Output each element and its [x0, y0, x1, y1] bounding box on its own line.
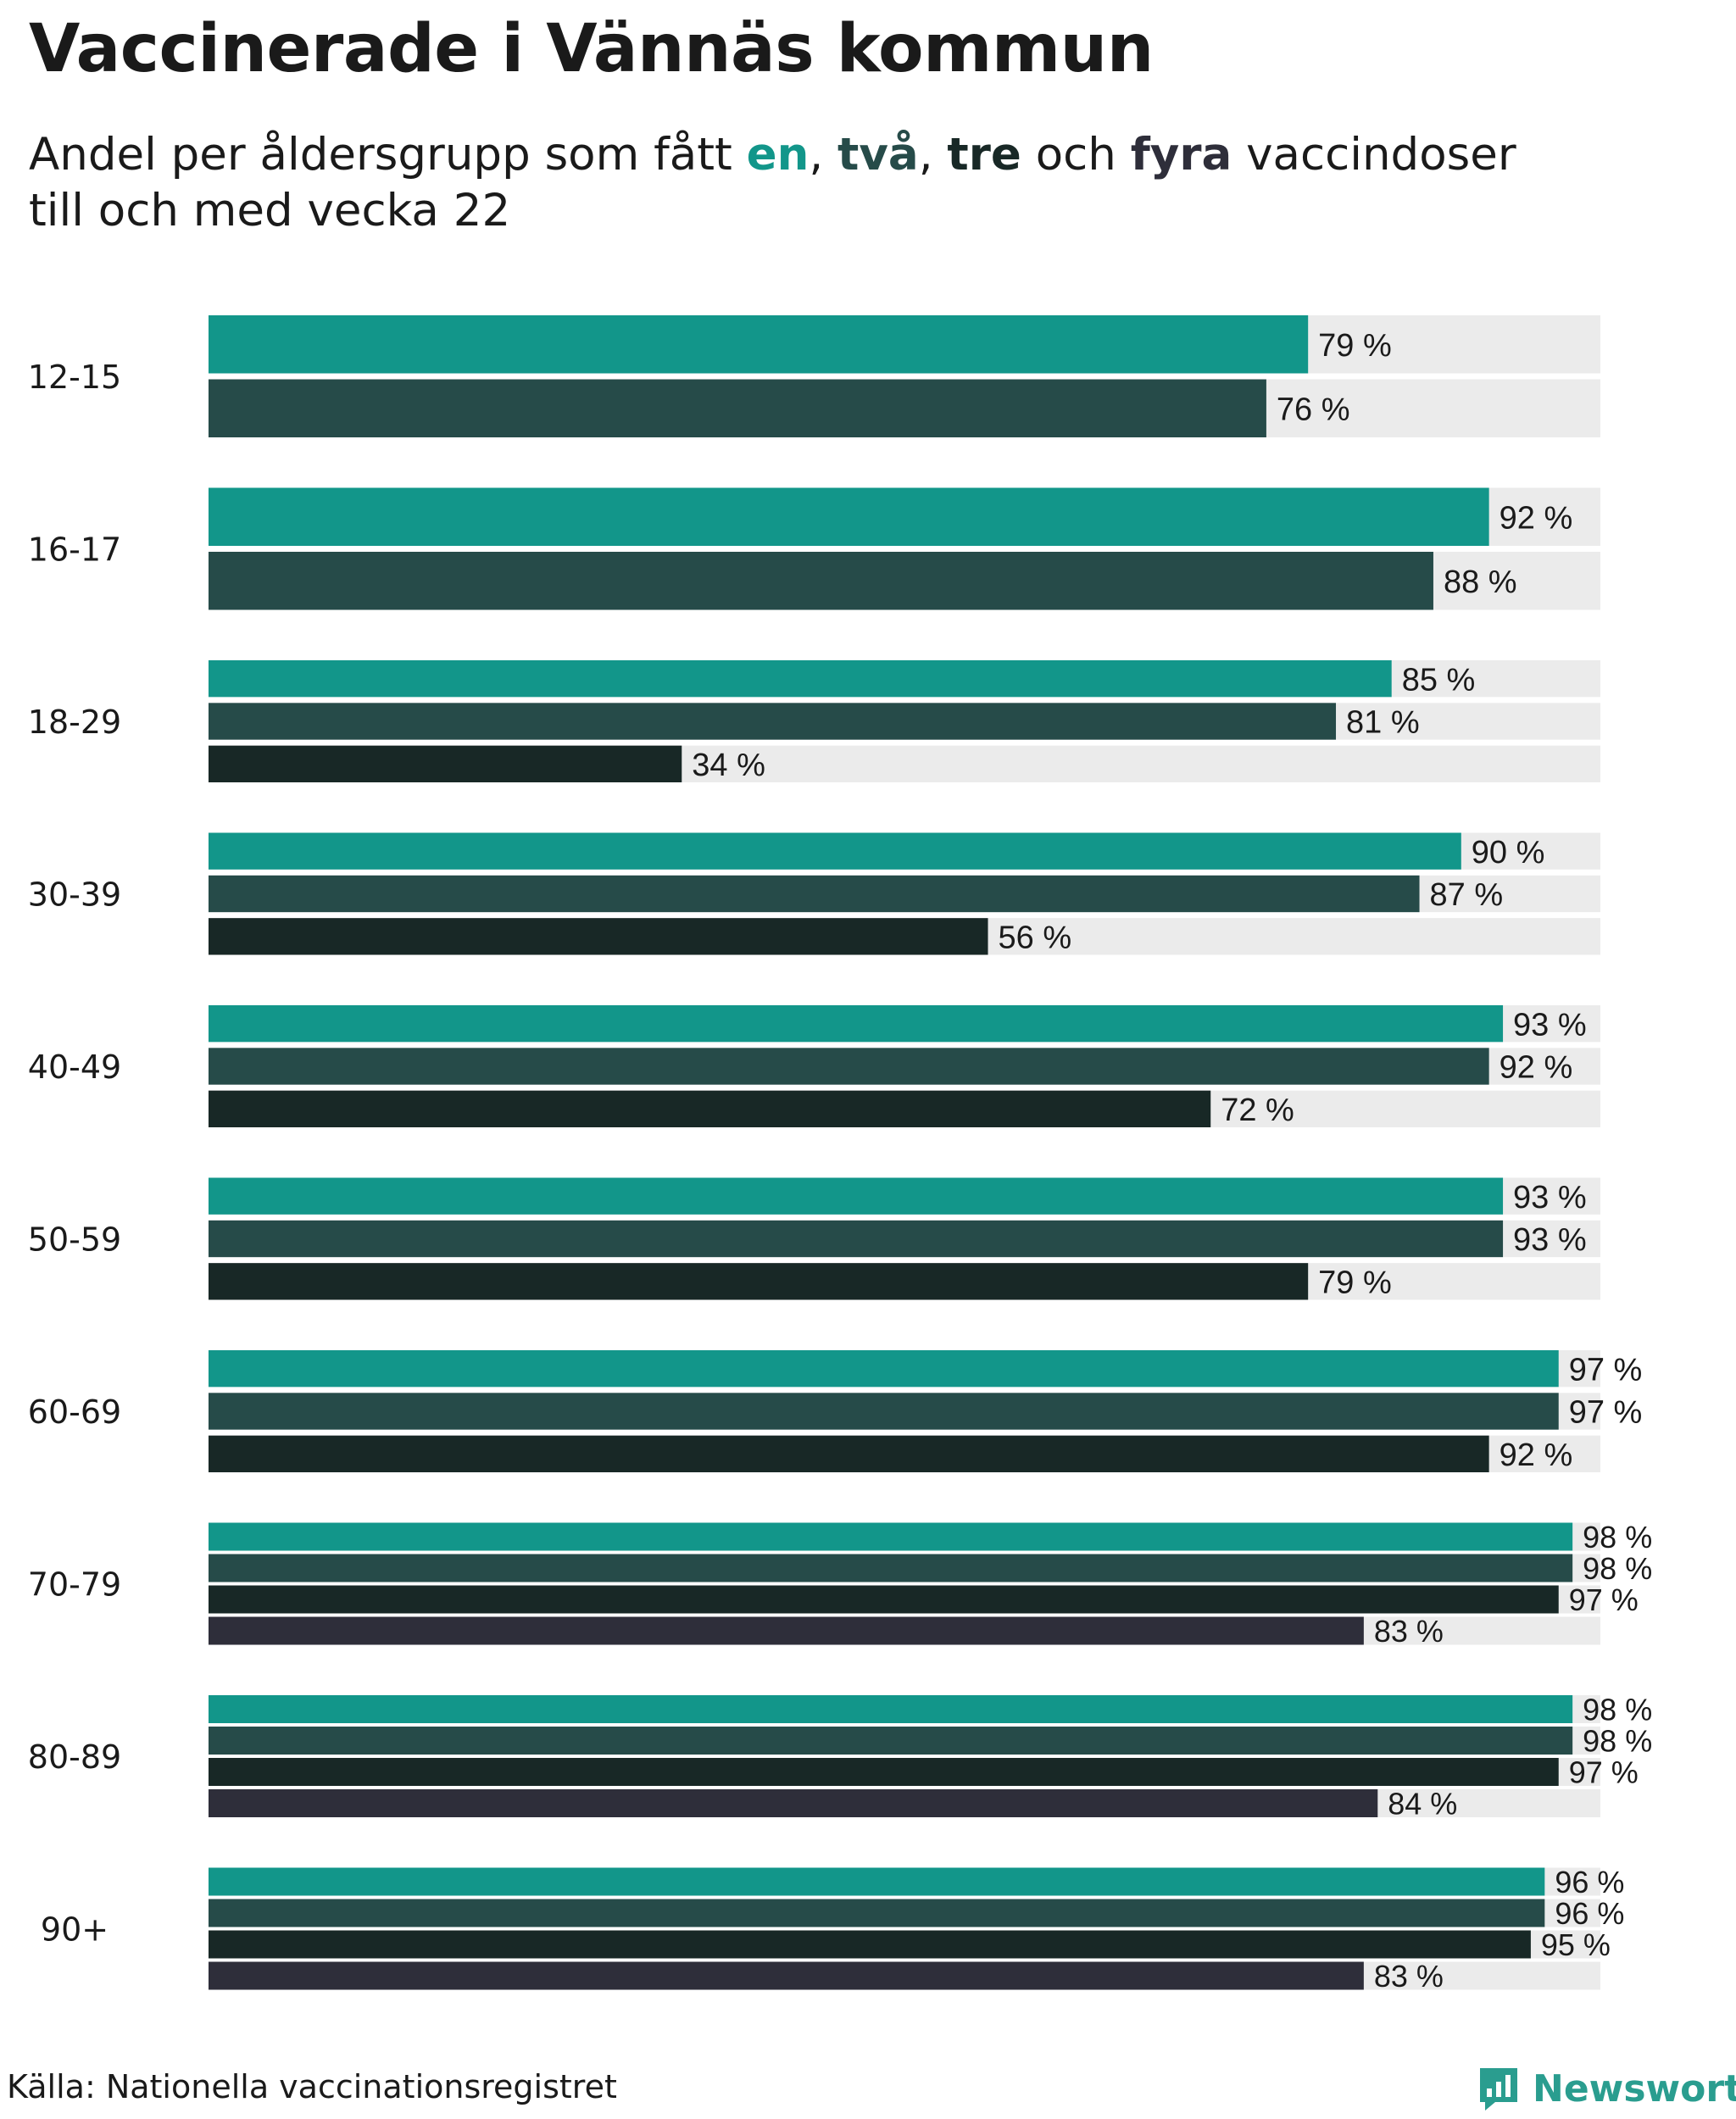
- category-label: 18-29: [28, 704, 121, 741]
- subtitle-prefix: Andel per åldersgrupp som fått: [29, 129, 732, 181]
- data-label: 56 %: [999, 920, 1072, 956]
- data-label: 79 %: [1318, 328, 1392, 364]
- subtitle-mid: och: [1035, 129, 1116, 181]
- data-label: 87 %: [1430, 877, 1504, 913]
- data-label: 93 %: [1513, 1180, 1587, 1215]
- bar-dose-three: [209, 1263, 1309, 1300]
- bar-dose-three: [209, 745, 682, 782]
- bar-dose-four: [209, 1789, 1378, 1817]
- bar-dose-two: [209, 1393, 1559, 1430]
- data-label: 97 %: [1569, 1395, 1643, 1431]
- legend-dose-one: en: [746, 129, 810, 181]
- data-label: 96 %: [1555, 1865, 1624, 1899]
- bar-dose-two: [209, 379, 1266, 437]
- data-label: 34 %: [692, 748, 765, 783]
- bar-dose-one: [209, 1350, 1559, 1388]
- legend-dose-four: fyra: [1130, 129, 1232, 181]
- source-note: Källa: Nationella vaccinationsregistret: [7, 2068, 617, 2105]
- data-label: 84 %: [1388, 1786, 1457, 1821]
- brand: Newsworthy: [1477, 2065, 1736, 2112]
- data-label: 97 %: [1569, 1352, 1643, 1388]
- data-label: 81 %: [1346, 705, 1420, 741]
- category-label: 70-79: [28, 1566, 121, 1604]
- bar-dose-two: [209, 875, 1420, 913]
- data-label: 98 %: [1583, 1520, 1652, 1554]
- data-label: 93 %: [1513, 1007, 1587, 1043]
- bar-dose-one: [209, 832, 1461, 870]
- subtitle-suffix: vaccindoser: [1246, 129, 1516, 181]
- bar-dose-one: [209, 487, 1489, 546]
- category-label: 60-69: [28, 1393, 121, 1431]
- subtitle-sep-1: ,: [809, 129, 824, 181]
- data-label: 97 %: [1569, 1582, 1639, 1617]
- subtitle-sep-2: ,: [918, 129, 933, 181]
- newsworthy-logo-icon: [1480, 2068, 1517, 2111]
- category-label: 12-15: [28, 359, 121, 396]
- brand-name: Newsworthy: [1533, 2066, 1736, 2111]
- bar-dose-one: [209, 660, 1392, 698]
- bar-dose-three: [209, 1758, 1559, 1786]
- legend-dose-three: tre: [947, 129, 1021, 181]
- category-label: 16-17: [28, 531, 121, 569]
- data-label: 95 %: [1541, 1927, 1611, 1962]
- data-label: 98 %: [1583, 1692, 1652, 1727]
- data-label: 92 %: [1500, 1050, 1573, 1086]
- bar-dose-four: [209, 1961, 1364, 1990]
- data-label: 83 %: [1374, 1959, 1444, 1994]
- subtitle-line-2: till och med vecka 22: [29, 185, 511, 236]
- bar-dose-two: [209, 1727, 1573, 1755]
- data-label: 85 %: [1402, 662, 1476, 698]
- data-label: 93 %: [1513, 1222, 1587, 1258]
- bar-dose-one: [209, 1005, 1504, 1043]
- category-label: 50-59: [28, 1221, 121, 1259]
- bar-dose-three: [209, 918, 988, 955]
- bar-dose-two: [209, 552, 1433, 610]
- bar-dose-two: [209, 1899, 1545, 1927]
- data-label: 98 %: [1583, 1723, 1652, 1758]
- data-label: 90 %: [1472, 835, 1545, 870]
- bar-dose-one: [209, 1177, 1504, 1215]
- data-label: 76 %: [1277, 392, 1350, 427]
- bar-dose-two: [209, 703, 1337, 740]
- data-label: 98 %: [1583, 1551, 1652, 1586]
- bar-dose-three: [209, 1435, 1489, 1472]
- bar-dose-one: [209, 1867, 1545, 1896]
- data-label: 79 %: [1318, 1265, 1392, 1301]
- bar-dose-three: [209, 1930, 1531, 1959]
- chart-title: Vaccinerade i Vännäs kommun: [29, 11, 1154, 87]
- bar-dose-one: [209, 1695, 1573, 1723]
- category-label: 90+: [41, 1911, 108, 1949]
- bar-dose-two: [209, 1048, 1489, 1085]
- bar-dose-one: [209, 1522, 1573, 1551]
- bar-dose-one: [209, 315, 1309, 374]
- data-label: 72 %: [1221, 1093, 1294, 1128]
- data-label: 83 %: [1374, 1614, 1444, 1649]
- bar-dose-two: [209, 1554, 1573, 1582]
- bar-dose-four: [209, 1616, 1364, 1645]
- bar-dose-three: [209, 1585, 1559, 1614]
- data-label: 92 %: [1500, 500, 1573, 536]
- data-label: 96 %: [1555, 1896, 1624, 1931]
- category-label: 80-89: [28, 1738, 121, 1776]
- legend-dose-two: två: [837, 129, 919, 181]
- category-label: 30-39: [28, 876, 121, 914]
- category-label: 40-49: [28, 1048, 121, 1086]
- bar-dose-two: [209, 1220, 1504, 1258]
- data-label: 88 %: [1444, 565, 1517, 600]
- data-label: 97 %: [1569, 1755, 1639, 1789]
- bar-dose-three: [209, 1090, 1211, 1127]
- data-label: 92 %: [1500, 1438, 1573, 1473]
- chart-subtitle: Andel per åldersgrupp som fått en, två, …: [29, 127, 1639, 239]
